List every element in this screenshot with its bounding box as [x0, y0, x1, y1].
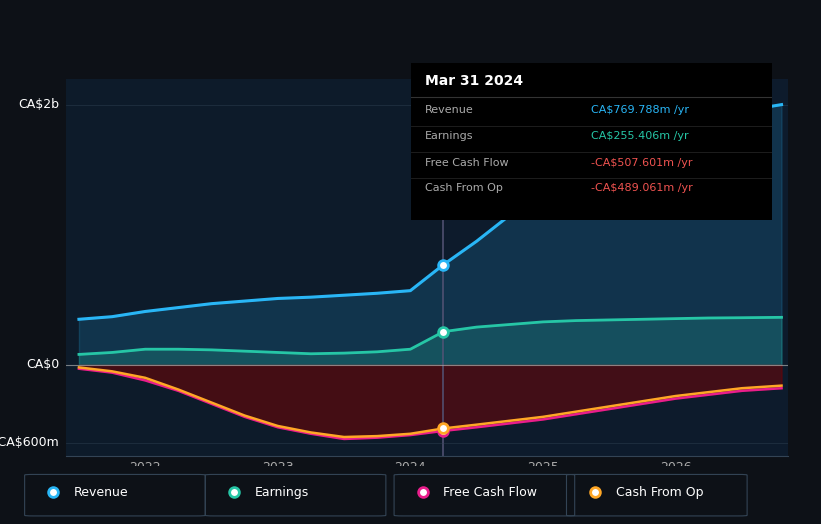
Text: CA$2b: CA$2b: [18, 98, 59, 111]
Text: Free Cash Flow: Free Cash Flow: [443, 486, 537, 499]
Text: Free Cash Flow: Free Cash Flow: [425, 158, 508, 168]
Text: Mar 31 2024: Mar 31 2024: [425, 74, 523, 88]
Text: Past: Past: [410, 113, 437, 126]
Bar: [443, 79, 788, 456]
Text: Analysts Forecasts: Analysts Forecasts: [450, 113, 566, 126]
Text: Cash From Op: Cash From Op: [425, 183, 502, 193]
Text: Earnings: Earnings: [255, 486, 309, 499]
Text: Revenue: Revenue: [425, 105, 474, 115]
Text: Cash From Op: Cash From Op: [616, 486, 704, 499]
Text: CA$769.788m /yr: CA$769.788m /yr: [591, 105, 689, 115]
Text: Revenue: Revenue: [74, 486, 129, 499]
Text: Earnings: Earnings: [425, 132, 474, 141]
Text: -CA$600m: -CA$600m: [0, 436, 59, 450]
Text: -CA$489.061m /yr: -CA$489.061m /yr: [591, 183, 693, 193]
Text: -CA$507.601m /yr: -CA$507.601m /yr: [591, 158, 693, 168]
Text: CA$0: CA$0: [25, 358, 59, 372]
Text: CA$255.406m /yr: CA$255.406m /yr: [591, 132, 689, 141]
Bar: [66, 79, 443, 456]
